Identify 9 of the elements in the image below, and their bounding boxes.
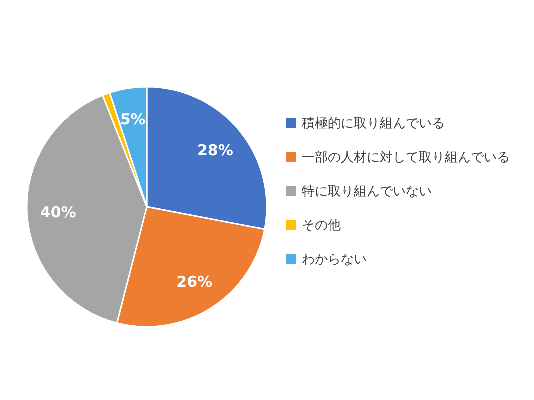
legend-label: わからない (302, 252, 367, 268)
data-label: 26% (176, 272, 213, 291)
legend-label: 一部の人材に対して取り組んでいる (302, 150, 510, 166)
data-label: 28% (197, 141, 234, 160)
legend-label: 積極的に取り組んでいる (302, 116, 445, 132)
legend-label: その他 (302, 218, 341, 234)
data-label: 5% (120, 110, 146, 128)
legend-label: 特に取り組んでいない (302, 184, 432, 200)
data-label: 40% (40, 204, 76, 222)
